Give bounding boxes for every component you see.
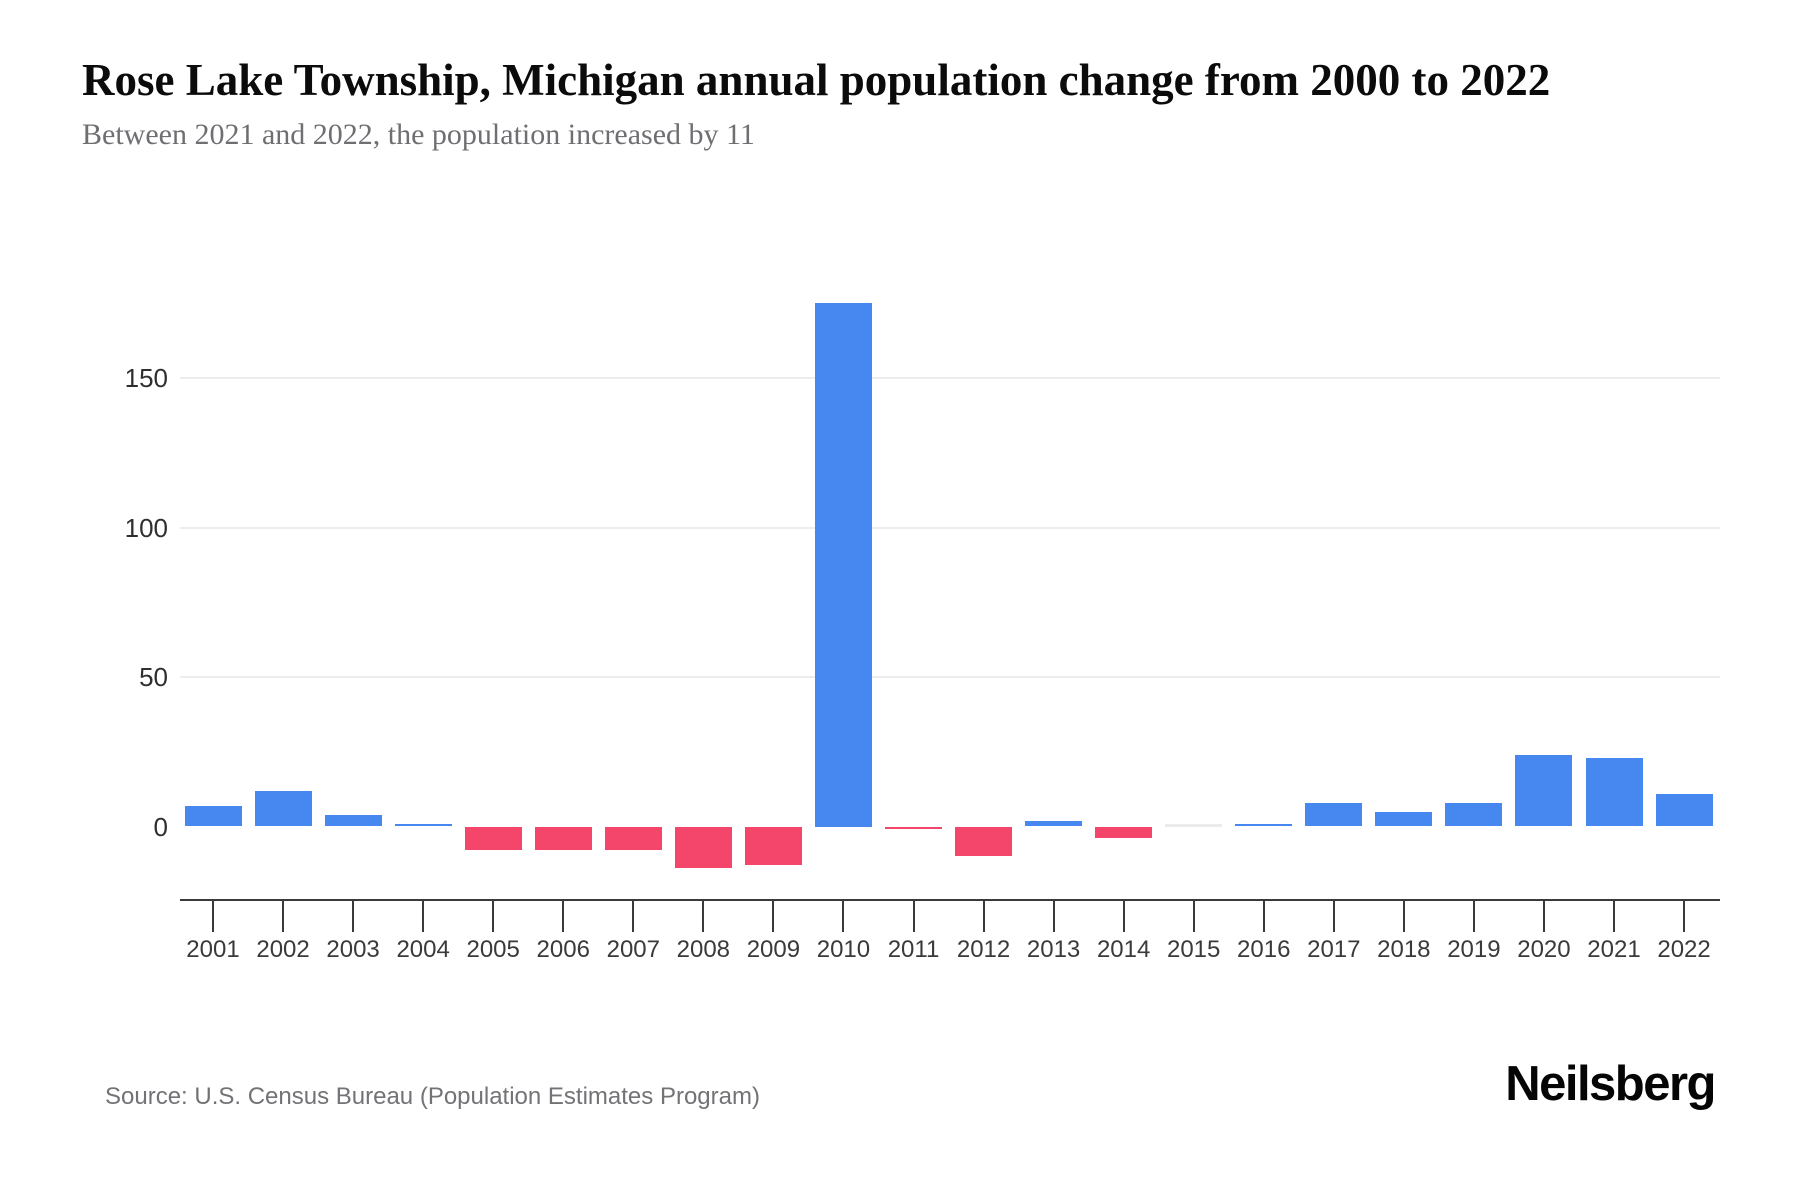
x-axis-tick (1542, 901, 1545, 932)
x-axis-tick (282, 901, 285, 932)
gridline-150 (180, 377, 1720, 379)
bar-2004[interactable] (394, 823, 452, 827)
x-axis-tick-label: 2008 (676, 936, 731, 963)
x-axis-tick-label: 2002 (256, 936, 310, 963)
x-axis-tick-label: 2016 (1237, 936, 1291, 963)
x-axis-tick (772, 901, 775, 932)
x-axis-tick (1192, 901, 1195, 932)
x-axis-tick-label: 2013 (1026, 936, 1081, 963)
x-axis-tick-label: 2021 (1587, 936, 1641, 963)
x-axis-tick (1613, 901, 1615, 932)
bar-2014[interactable] (1095, 826, 1153, 839)
y-axis-tick-label: 150 (124, 363, 168, 393)
bar-2009[interactable] (744, 826, 802, 866)
x-axis-tick (212, 901, 214, 932)
x-axis-tick (562, 901, 565, 932)
bar-2015[interactable] (1165, 824, 1223, 827)
bar-2022[interactable] (1655, 793, 1713, 827)
x-axis-tick (1262, 901, 1265, 932)
x-axis-tick-label: 2019 (1447, 936, 1501, 963)
x-axis-tick (842, 901, 845, 932)
x-axis-tick (422, 901, 425, 932)
y-axis-tick-label: 0 (153, 811, 168, 842)
gridline-100 (180, 526, 1720, 529)
bar-2012[interactable] (955, 826, 1013, 857)
x-axis-tick (702, 901, 705, 932)
bar-2020[interactable] (1515, 754, 1573, 827)
bar-2003[interactable] (324, 814, 382, 827)
x-axis-tick (1052, 901, 1055, 932)
x-axis-tick-label: 2015 (1166, 936, 1221, 963)
bar-2019[interactable] (1445, 802, 1503, 827)
x-axis-tick-label: 2001 (186, 936, 240, 963)
x-axis-tick (1472, 901, 1475, 932)
x-axis-tick-label: 2004 (396, 936, 450, 963)
neilsberg-logo: Neilsberg (1505, 1057, 1716, 1111)
x-axis-tick (632, 901, 635, 932)
y-axis-tick-label: 50 (139, 662, 168, 692)
x-axis-tick (912, 901, 915, 932)
chart-title: Rose Lake Township, Michigan annual popu… (82, 55, 1551, 105)
x-axis-tick (492, 901, 495, 932)
x-axis-tick-label: 2014 (1096, 936, 1151, 963)
bar-2016[interactable] (1235, 823, 1293, 827)
x-axis-tick-label: 2017 (1307, 936, 1361, 963)
x-axis-tick (982, 901, 985, 932)
x-axis-tick-label: 2012 (956, 936, 1011, 963)
bar-2018[interactable] (1375, 811, 1433, 827)
bar-2007[interactable] (604, 826, 662, 851)
y-axis-tick-label: 100 (124, 512, 168, 543)
bar-2008[interactable] (674, 826, 732, 869)
x-axis-tick (352, 901, 355, 932)
bar-2002[interactable] (254, 790, 312, 827)
source-attribution: Source: U.S. Census Bureau (Population E… (105, 1083, 760, 1110)
bar-2005[interactable] (464, 826, 522, 851)
bar-2006[interactable] (534, 826, 592, 851)
x-axis-tick (1332, 901, 1335, 932)
x-axis-tick-label: 2009 (746, 936, 801, 963)
x-axis-line (180, 899, 1720, 901)
x-axis-tick-label: 2006 (536, 936, 590, 963)
x-axis-tick-label: 2018 (1377, 936, 1431, 963)
x-axis-tick-label: 2022 (1657, 936, 1711, 963)
bar-2021[interactable] (1585, 757, 1643, 827)
bar-2013[interactable] (1025, 820, 1083, 827)
bar-2017[interactable] (1305, 802, 1363, 827)
x-axis-tick (1122, 901, 1125, 932)
x-axis-tick-label: 2010 (816, 936, 871, 963)
chart-subtitle: Between 2021 and 2022, the population in… (82, 118, 755, 151)
x-axis-tick (1402, 901, 1405, 932)
x-axis-tick-label: 2003 (326, 936, 380, 963)
bar-2001[interactable] (184, 805, 242, 827)
x-axis-tick (1683, 901, 1686, 932)
gridline-50 (180, 676, 1720, 678)
x-axis-tick-label: 2020 (1517, 936, 1571, 963)
x-axis-tick-label: 2005 (466, 936, 520, 963)
bar-2010[interactable] (814, 303, 872, 827)
x-axis-tick-label: 2011 (887, 936, 940, 963)
bar-2011[interactable] (885, 826, 942, 830)
x-axis-tick-label: 2007 (606, 936, 660, 963)
